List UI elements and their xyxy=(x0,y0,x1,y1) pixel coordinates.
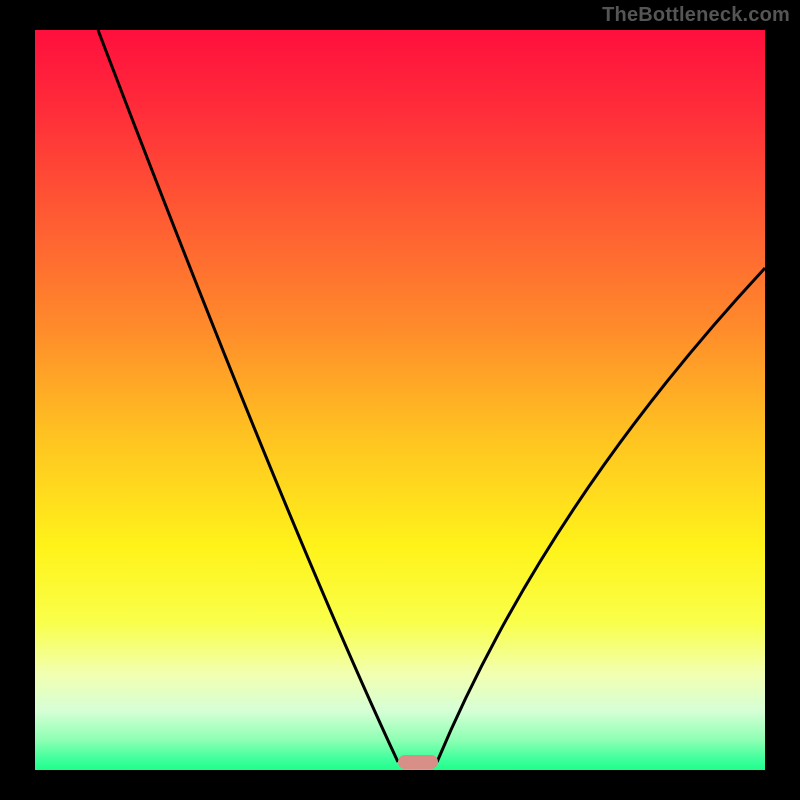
optimal-marker xyxy=(398,755,438,769)
plot-area xyxy=(35,30,765,770)
watermark-text: TheBottleneck.com xyxy=(602,4,790,27)
chart-root: TheBottleneck.com xyxy=(0,0,800,800)
bottleneck-chart xyxy=(0,0,800,800)
gradient-background xyxy=(35,30,765,770)
